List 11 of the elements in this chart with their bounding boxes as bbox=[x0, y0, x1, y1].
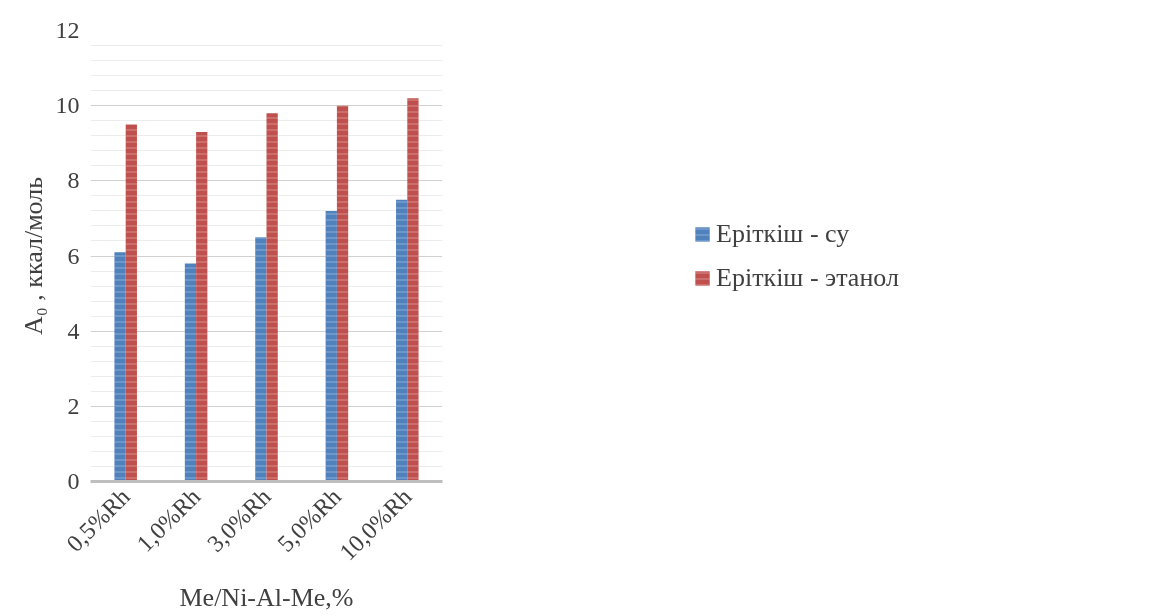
y-tick-label: 4 bbox=[67, 317, 80, 344]
legend-label: Еріткіш - су bbox=[716, 218, 850, 249]
x-axis-title: Me/Ni-Al-Me,% bbox=[179, 582, 354, 612]
legend-label: Еріткіш - этанол bbox=[716, 262, 899, 293]
y-tick-label: 10 bbox=[55, 92, 80, 119]
y-axis-title: A₀ , ккал/моль bbox=[18, 176, 48, 336]
y-tick-label: 12 bbox=[55, 17, 80, 43]
y-tick-label: 6 bbox=[67, 242, 80, 269]
y-tick-label: 0 bbox=[67, 468, 80, 494]
y-tick-label: 8 bbox=[67, 167, 80, 194]
y-tick-label: 2 bbox=[67, 392, 80, 419]
